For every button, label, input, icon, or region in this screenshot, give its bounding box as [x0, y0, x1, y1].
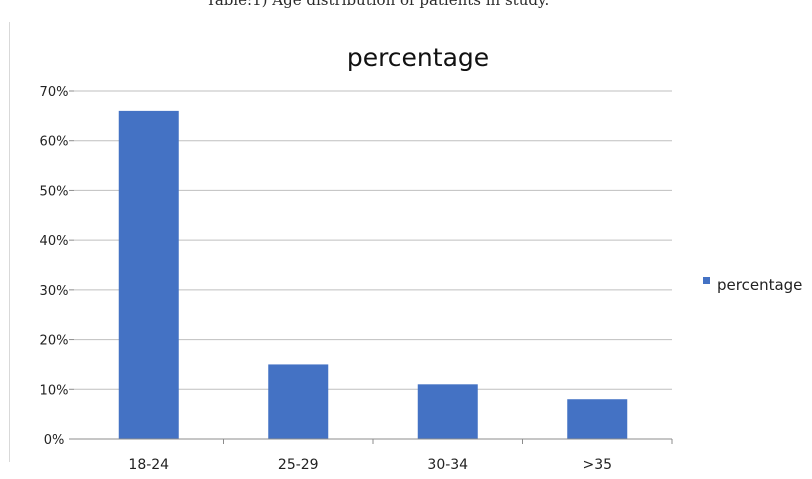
x-tick-label: 18-24	[128, 457, 169, 473]
legend: percentage	[703, 276, 802, 294]
y-tick-label: 30%	[40, 284, 69, 299]
y-tick-label: 60%	[40, 135, 69, 150]
x-tick-label: >35	[582, 457, 612, 473]
bar-30-34	[417, 384, 478, 439]
left-border-line	[9, 22, 10, 462]
y-tick-label: 50%	[40, 184, 69, 199]
y-tick-label: 70%	[40, 85, 69, 100]
table-caption-text: Table:1) Age distribution of patients in…	[206, 0, 550, 9]
bar->35	[567, 399, 628, 439]
x-axis	[74, 438, 673, 444]
y-axis-ticks: 0% 10% 20% 30% 40% 50% 60% 70%	[40, 85, 74, 448]
x-tick-label: 30-34	[427, 457, 468, 473]
bar-25-29	[268, 364, 329, 439]
gridlines	[74, 90, 672, 390]
legend-swatch	[703, 277, 710, 284]
y-tick-label: 10%	[40, 383, 69, 398]
y-tick-label: 0%	[44, 433, 65, 448]
x-tick-label: 25-29	[278, 457, 319, 473]
bar-18-24	[118, 110, 179, 439]
table-caption: Table:1) Age distribution of patients in…	[0, 0, 812, 22]
y-tick-label: 40%	[40, 234, 69, 249]
bars	[118, 110, 628, 439]
chart-title: percentage	[347, 43, 489, 72]
legend-label: percentage	[717, 276, 802, 294]
y-tick-label: 20%	[40, 334, 69, 349]
x-axis-labels: 18-24 25-29 30-34 >35	[128, 457, 612, 473]
